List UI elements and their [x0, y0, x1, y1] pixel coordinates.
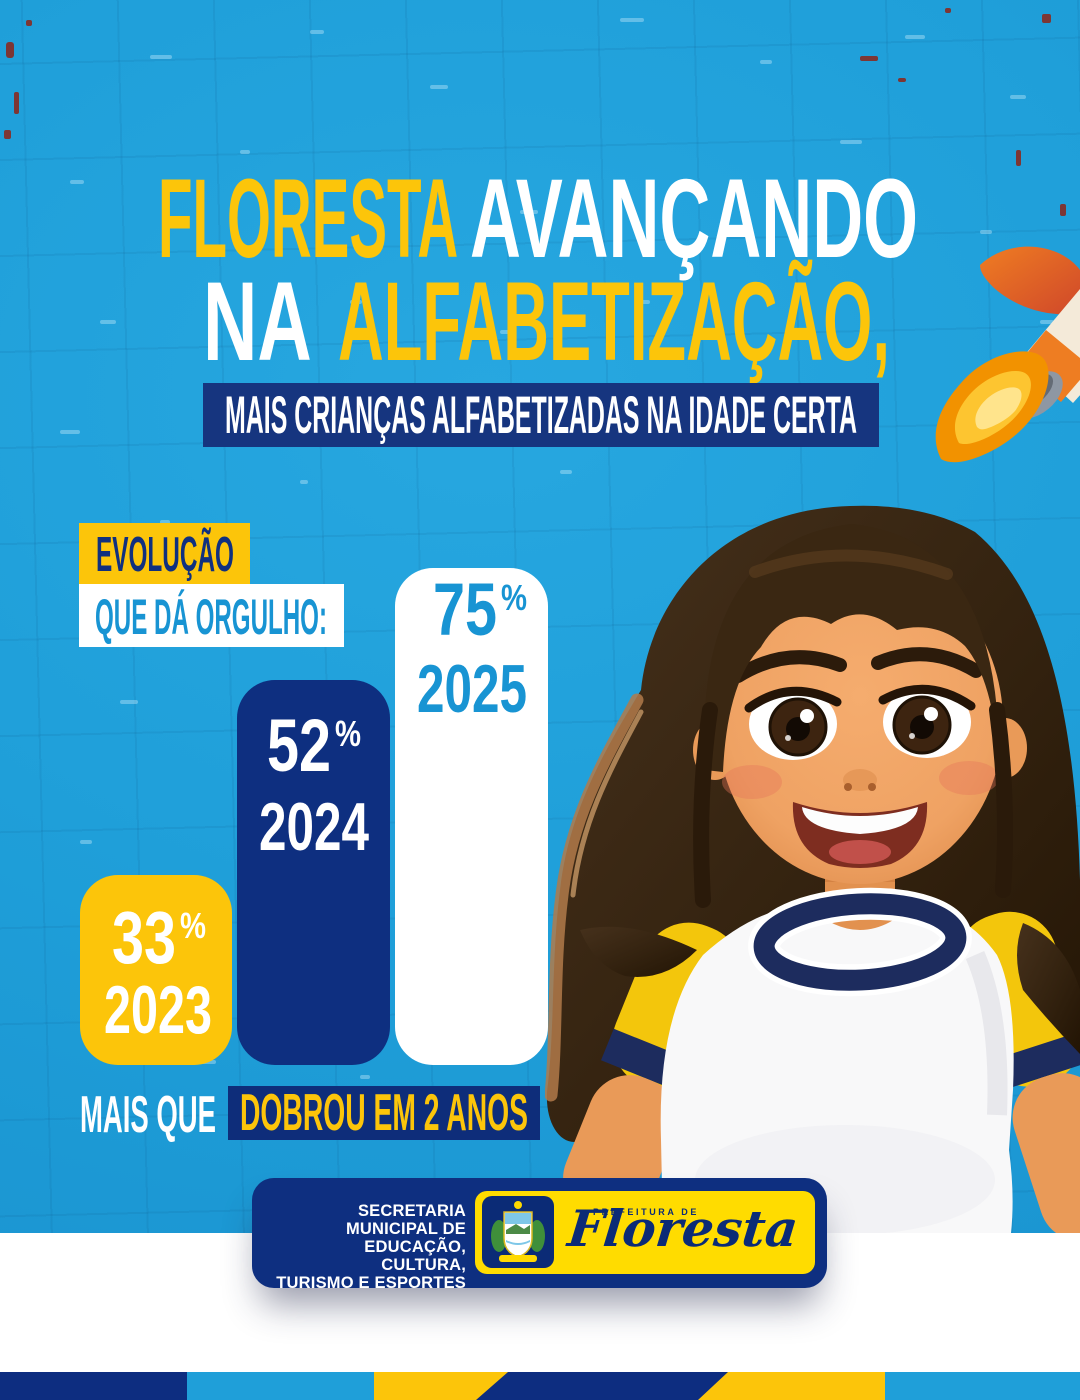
blue-background: FLORESTA AVANÇANDO NA ALFABETIZAÇÃO, MAI… — [0, 0, 1080, 1233]
secretariat-line-1: SECRETARIA MUNICIPAL DE — [345, 1202, 466, 1238]
rocket-fin — [980, 246, 1080, 315]
girl-face — [717, 560, 1003, 884]
prefeitura-de-text: PREFEITURA DE — [593, 1207, 699, 1217]
svg-text:NA ALFABETIZAÇÃO,: NA ALFABETIZAÇÃO, — [203, 259, 890, 384]
girl-hair-shine — [749, 549, 953, 580]
girl-collar — [753, 893, 967, 991]
bar-2023-percent: % — [180, 905, 206, 946]
footer-badge: SECRETARIA MUNICIPAL DE EDUCAÇÃO, CULTUR… — [252, 1178, 827, 1292]
bottom-color-stripe — [0, 1372, 1080, 1400]
bar-2023: 33 % 2023 — [80, 875, 232, 1065]
bar-2025-percent: % — [501, 577, 527, 618]
bar-2024-year: 2024 — [259, 789, 369, 865]
coat-of-arms-tile — [482, 1196, 554, 1268]
bar-2025-year: 2025 — [417, 651, 527, 727]
girl-blush-right — [939, 761, 999, 795]
coat-of-arms-icon — [491, 1201, 545, 1262]
pride-badge: QUE DÁ ORGULHO: — [79, 584, 344, 647]
svg-text:MAIS QUE: MAIS QUE — [80, 1086, 216, 1144]
girl-blush-left — [722, 765, 782, 799]
subtitle-text: MAIS CRIANÇAS ALFABETIZADAS NA IDADE CER… — [225, 386, 857, 445]
svg-text:FLORESTA AVANÇANDO: FLORESTA AVANÇANDO — [158, 156, 918, 281]
girl-hair-tuft-right — [1017, 923, 1080, 1054]
girl-eyebrow-left — [731, 650, 847, 683]
evolution-badge: EVOLUÇÃO — [79, 523, 250, 584]
title-word-floresta: FLORESTA — [158, 156, 457, 281]
title-word-alfabetizacao: ALFABETIZAÇÃO, — [338, 259, 890, 384]
tagline-highlight-text: DOBROU EM 2 ANOS — [240, 1086, 528, 1140]
secretariat-line-3: TURISMO E ESPORTES — [276, 1274, 466, 1292]
girl-illustration — [545, 505, 1080, 1233]
bar-2023-value: 33 — [112, 896, 176, 979]
girl-hair-front — [704, 524, 1000, 772]
secretariat-line-2: EDUCAÇÃO, CULTURA, — [364, 1238, 466, 1274]
girl-tongue — [829, 840, 891, 864]
rocket-illustration — [935, 246, 1080, 463]
bar-2024-value: 52 — [267, 704, 331, 787]
tagline-prefix: MAIS QUE — [80, 1086, 216, 1144]
bar-2025: 75 % 2025 — [395, 568, 548, 1065]
pride-text: QUE DÁ ORGULHO: — [95, 589, 327, 645]
evolution-text: EVOLUÇÃO — [96, 528, 234, 582]
title-word-avancando: AVANÇANDO — [470, 156, 918, 281]
girl-hair-edge-highlight — [545, 693, 644, 1102]
girl-hair-tuft-left — [580, 926, 697, 977]
poster-title: FLORESTA AVANÇANDO NA ALFABETIZAÇÃO, — [158, 156, 918, 384]
rocket-band — [1017, 330, 1080, 402]
secretariat-text: SECRETARIA MUNICIPAL DE EDUCAÇÃO, CULTUR… — [276, 1202, 466, 1292]
girl-eyebrow-right — [871, 647, 983, 678]
girl-teeth — [802, 807, 918, 834]
bar-2024: 52 % 2024 — [237, 680, 390, 1065]
bar-2025-value: 75 — [433, 568, 497, 651]
rocket-flame-inner — [975, 387, 1022, 430]
prefeitura-logo: PREFEITURA DE Floresta — [475, 1191, 815, 1274]
floresta-logo-text: Floresta — [565, 1199, 801, 1258]
tagline-highlight-badge: DOBROU EM 2 ANOS — [228, 1086, 540, 1140]
bar-2024-percent: % — [335, 713, 361, 754]
girl-shirt — [660, 905, 1014, 1233]
title-word-na: NA — [203, 259, 310, 384]
subtitle-badge: MAIS CRIANÇAS ALFABETIZADAS NA IDADE CER… — [203, 383, 879, 447]
bar-2023-year: 2023 — [104, 972, 212, 1048]
